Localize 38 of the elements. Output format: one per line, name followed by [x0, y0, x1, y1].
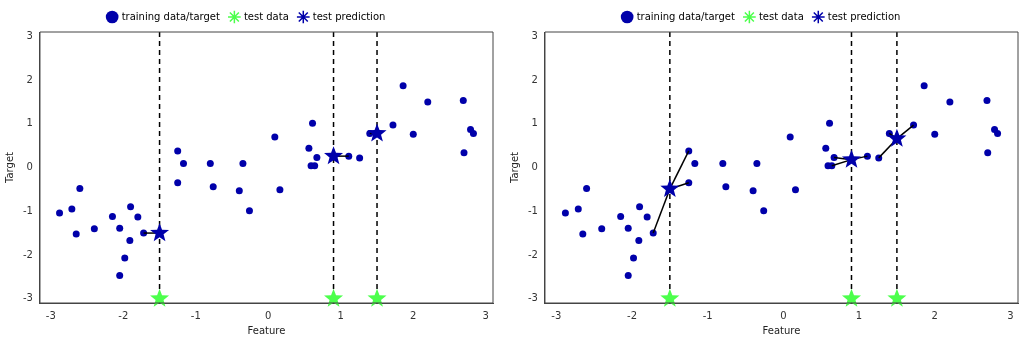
legend-label: test prediction [312, 10, 386, 22]
y-tick-label: -2 [527, 248, 538, 260]
y-tick-label: -3 [22, 292, 33, 304]
legend-label: test data [758, 10, 804, 22]
x-tick-label: 3 [1007, 309, 1014, 321]
x-axis-title: Feature [762, 324, 801, 336]
y-axis-title: Target [3, 151, 15, 184]
y-axis-title: Target [508, 151, 520, 184]
y-tick-label: 0 [531, 161, 538, 173]
x-tick-label: -1 [702, 309, 713, 321]
y-tick-label: -1 [22, 204, 33, 216]
y-tick-label: 2 [26, 73, 33, 85]
x-tick-label: -3 [45, 309, 56, 321]
y-tick-label: 2 [531, 73, 538, 85]
legend-label: training data/target [636, 10, 735, 22]
x-tick-label: 2 [410, 309, 417, 321]
legend-label: training data/target [121, 10, 220, 22]
x-tick-label: 2 [931, 309, 938, 321]
y-tick-label: 3 [531, 29, 538, 41]
x-tick-label: 1 [337, 309, 344, 321]
y-tick-label: -3 [527, 292, 538, 304]
x-tick-label: 1 [855, 309, 863, 321]
y-tick-label: 3 [26, 29, 33, 41]
y-tick-label: 1 [26, 117, 33, 129]
x-tick-label: -2 [118, 309, 129, 321]
x-tick-label: -2 [627, 309, 637, 321]
legend-label: test data [243, 10, 289, 22]
x-tick-label: -1 [190, 309, 201, 321]
legend-label: test prediction [827, 10, 901, 22]
y-tick-label: 1 [531, 117, 538, 129]
y-tick-label: 0 [26, 161, 33, 173]
x-tick-label: -3 [551, 309, 562, 321]
x-tick-label: 0 [265, 309, 272, 321]
y-tick-label: -2 [22, 248, 33, 260]
x-axis-title: Feature [247, 324, 286, 336]
y-tick-label: -1 [527, 204, 538, 216]
x-tick-label: 3 [482, 309, 489, 321]
x-tick-label: 0 [780, 309, 787, 321]
